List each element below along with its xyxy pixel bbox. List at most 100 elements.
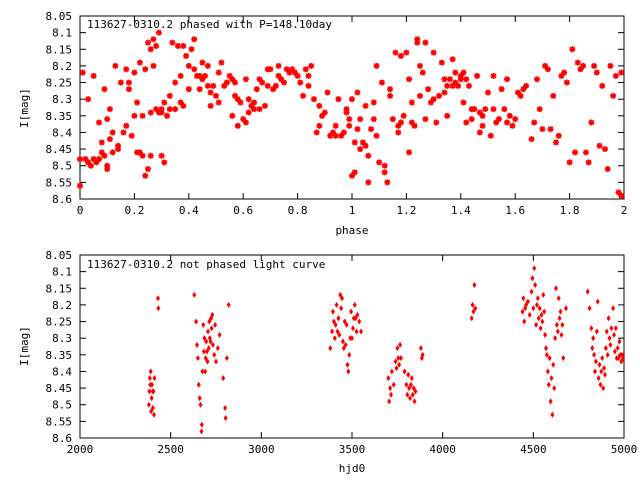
data-point [210,341,215,348]
data-point [203,355,208,362]
data-point [169,39,176,46]
axis-ticks: 0 0.2 0.4 0.6 0.8 1 1.2 1.4 1.6 1.8 2 8.05 8.1 8.15 8.… [46,10,628,217]
data-point [544,66,551,73]
data-point [504,119,511,126]
y-tick-label: 8.1 [52,27,72,40]
x-tick-label: 3000 [248,443,275,456]
data-point [619,358,624,365]
data-point [587,305,592,312]
data-point [536,315,541,322]
data-point [479,112,486,119]
data-point [335,328,340,335]
data-point [354,89,361,96]
data-point [548,398,553,405]
data-point [598,381,603,388]
data-point [210,311,215,318]
y-tick-label: 8.25 [46,316,73,329]
data-point [591,62,598,69]
data-point [251,99,258,106]
data-point [340,338,345,345]
data-point [196,381,201,388]
data-point [430,49,437,56]
data-point [551,361,556,368]
data-point [474,72,481,79]
data-point [616,355,621,362]
y-tick-label: 8.35 [46,349,73,362]
data-point [546,381,551,388]
data-point [123,122,130,129]
data-point [476,129,483,136]
data-point [444,82,451,89]
data-point [120,129,127,136]
data-point [452,69,459,76]
data-point [208,338,213,345]
data-point [441,89,448,96]
data-point [593,69,600,76]
data-point [463,76,470,83]
data-point [482,106,489,113]
data-point [202,335,207,342]
data-point [180,42,187,49]
data-points [77,29,625,199]
data-point [469,315,474,322]
unphased-light-curve-panel: 2000 2500 3000 3500 4000 4500 5000 8.05 8.1 8.15 8… [18,249,637,475]
data-point [125,86,132,93]
x-tick-label: 1.4 [451,204,471,217]
data-point [595,298,600,305]
data-point [602,365,607,372]
data-point [600,355,605,362]
data-point [221,375,226,382]
data-point [194,341,199,348]
data-point [386,375,391,382]
data-point [544,345,549,352]
x-axis-label: hjd0 [339,462,366,475]
data-point [601,385,606,392]
phased-light-curve-panel: 0 0.2 0.4 0.6 0.8 1 1.2 1.4 1.6 1.8 2 8.05 8.1 8.15 8.… [18,10,627,237]
data-point [194,318,199,325]
data-point [430,96,437,103]
data-point [147,109,154,116]
data-point [408,381,413,388]
data-point [355,311,360,318]
chart-title: 113627-0310.2 not phased light curve [87,258,325,271]
x-axis-label: phase [335,224,368,237]
data-point [398,341,403,348]
data-point [191,66,198,73]
data-point [471,106,478,113]
data-point [151,388,156,395]
data-point [256,76,263,83]
data-point [214,358,218,365]
data-point [549,375,554,382]
data-point [412,398,417,405]
data-point [139,152,146,159]
data-point [147,375,152,382]
y-tick-label: 8.45 [46,382,73,395]
data-point [569,46,576,53]
data-point [297,79,304,86]
y-tick-label: 8.6 [52,193,72,206]
data-point [161,159,168,166]
data-point [337,331,342,338]
y-tick-label: 8.3 [52,93,72,106]
data-point [449,56,456,63]
data-point [596,375,601,382]
data-point [487,132,494,139]
data-point [313,129,320,136]
data-point [180,102,187,109]
data-point [618,69,625,76]
data-point [339,305,344,312]
data-point [333,321,338,328]
data-point [223,415,228,422]
data-point [563,79,570,86]
data-point [342,318,347,325]
data-point [422,39,429,46]
data-point [201,348,206,355]
data-point [470,301,475,308]
data-point [340,295,345,302]
data-point [85,96,92,103]
x-tick-label: 2000 [67,443,94,456]
data-point [166,106,173,113]
data-point [155,295,160,302]
data-point [131,112,138,119]
